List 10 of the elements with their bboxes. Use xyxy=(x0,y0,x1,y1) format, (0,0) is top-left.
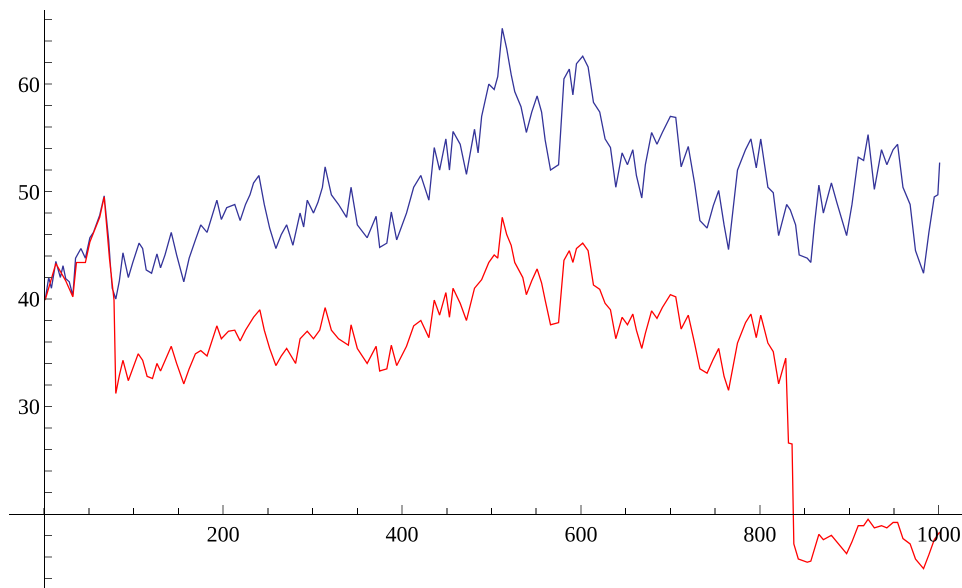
x-tick-label: 200 xyxy=(206,521,240,546)
x-tick-label: 400 xyxy=(386,521,419,546)
x-tick-label: 600 xyxy=(564,521,598,546)
y-tick-label: 50 xyxy=(18,179,40,204)
y-tick-label: 60 xyxy=(18,72,40,97)
line-series xyxy=(44,28,940,301)
y-tick-label: 30 xyxy=(18,394,40,420)
y-tick-label: 40 xyxy=(18,286,40,312)
x-tick-label: 1000 xyxy=(916,521,961,546)
x-tick-label: 800 xyxy=(743,521,776,546)
